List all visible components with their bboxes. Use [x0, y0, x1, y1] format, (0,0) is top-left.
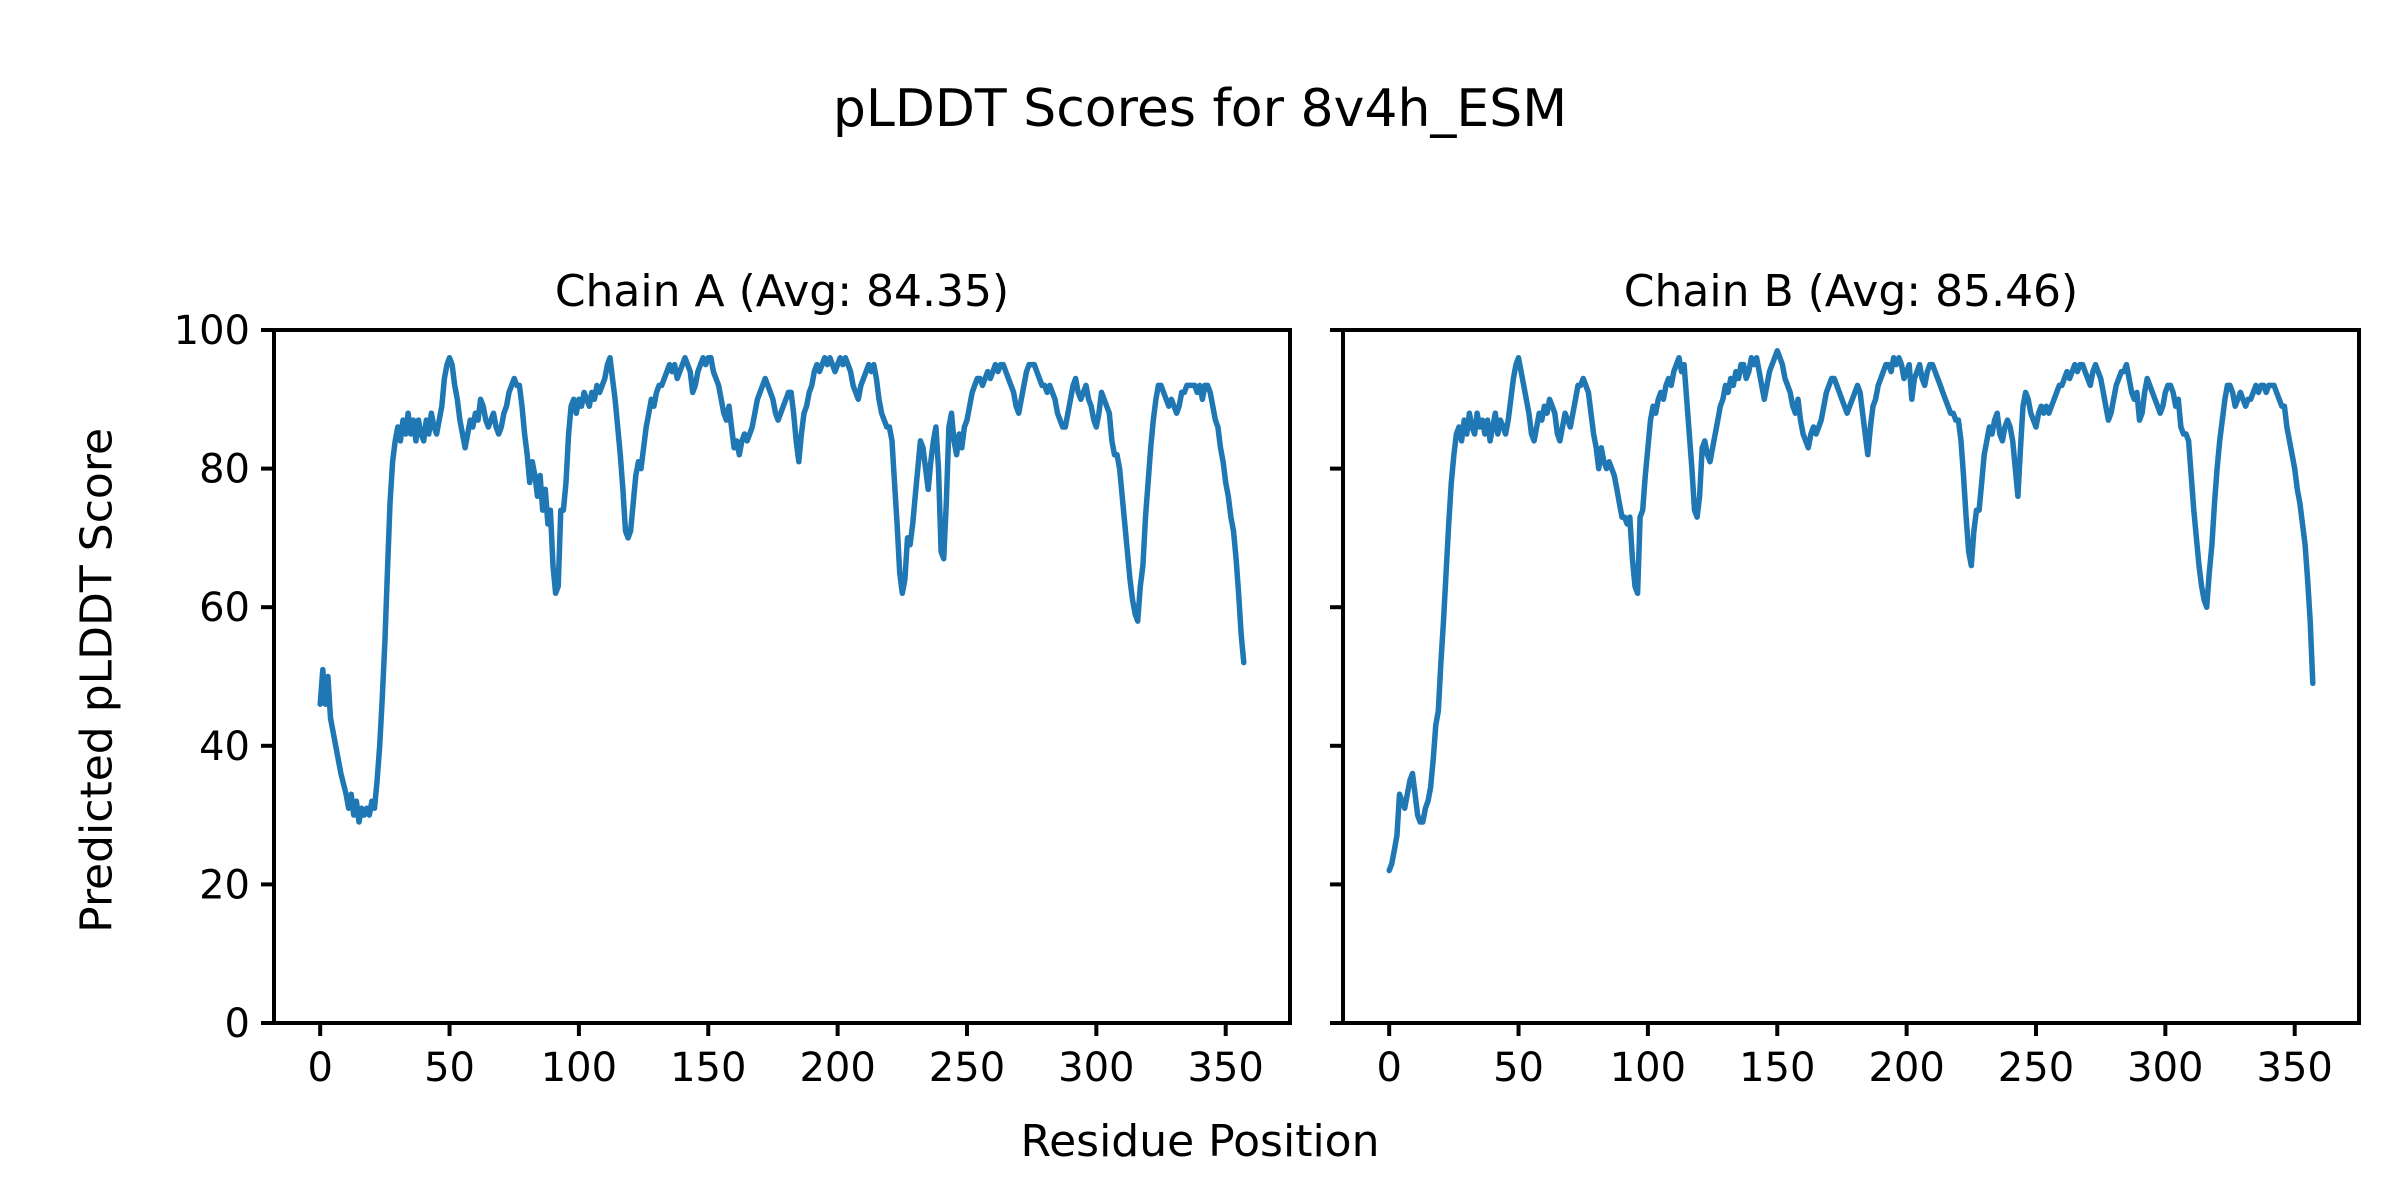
x-tick-label: 150 [670, 1045, 746, 1091]
axes-spines [272, 328, 1292, 1025]
x-tick-label: 300 [2127, 1045, 2203, 1091]
chain-a-line-plot: 0 50 100 150 200 250 300 350 0 20 40 60 80 100 [174, 308, 1292, 1091]
x-tick-label: 200 [1868, 1045, 1944, 1091]
y-tick-label: 0 [225, 1001, 250, 1047]
figure-title: pLDDT Scores for 8v4h_ESM [832, 79, 1568, 139]
chain-b-line-plot: 0 50 100 150 200 250 300 350 [1330, 328, 2361, 1091]
x-axis-label: Residue Position [1020, 1116, 1380, 1167]
x-tick-label: 300 [1058, 1045, 1134, 1091]
axes-spines [1341, 328, 2361, 1025]
chain-a-subplot-title: Chain A (Avg: 84.35) [554, 266, 1010, 317]
x-tick-label: 250 [929, 1045, 1005, 1091]
x-tick-label: 50 [1493, 1045, 1544, 1091]
x-tick-label: 50 [424, 1045, 475, 1091]
x-tick-label: 100 [541, 1045, 617, 1091]
chain-b-subplot-title: Chain B (Avg: 85.46) [1623, 266, 2079, 317]
y-tick-label: 40 [199, 724, 250, 770]
y-axis-label: Predicted pLDDT Score [71, 427, 123, 933]
x-tick-label: 200 [799, 1045, 875, 1091]
x-tick-label: 0 [1376, 1045, 1401, 1091]
y-tick-label: 60 [199, 585, 250, 631]
plddt-line-chain-a [317, 354, 1247, 825]
y-tick-label: 80 [199, 447, 250, 493]
x-tick-label: 250 [1998, 1045, 2074, 1091]
y-tick-label: 100 [174, 308, 250, 354]
x-tick-label: 150 [1739, 1045, 1815, 1091]
x-tick-label: 0 [307, 1045, 332, 1091]
x-tick-label: 100 [1610, 1045, 1686, 1091]
y-tick-label: 20 [199, 862, 250, 908]
x-tick-label: 350 [1188, 1045, 1264, 1091]
plddt-line-chain-b [1386, 348, 2316, 874]
x-tick-label: 350 [2257, 1045, 2333, 1091]
